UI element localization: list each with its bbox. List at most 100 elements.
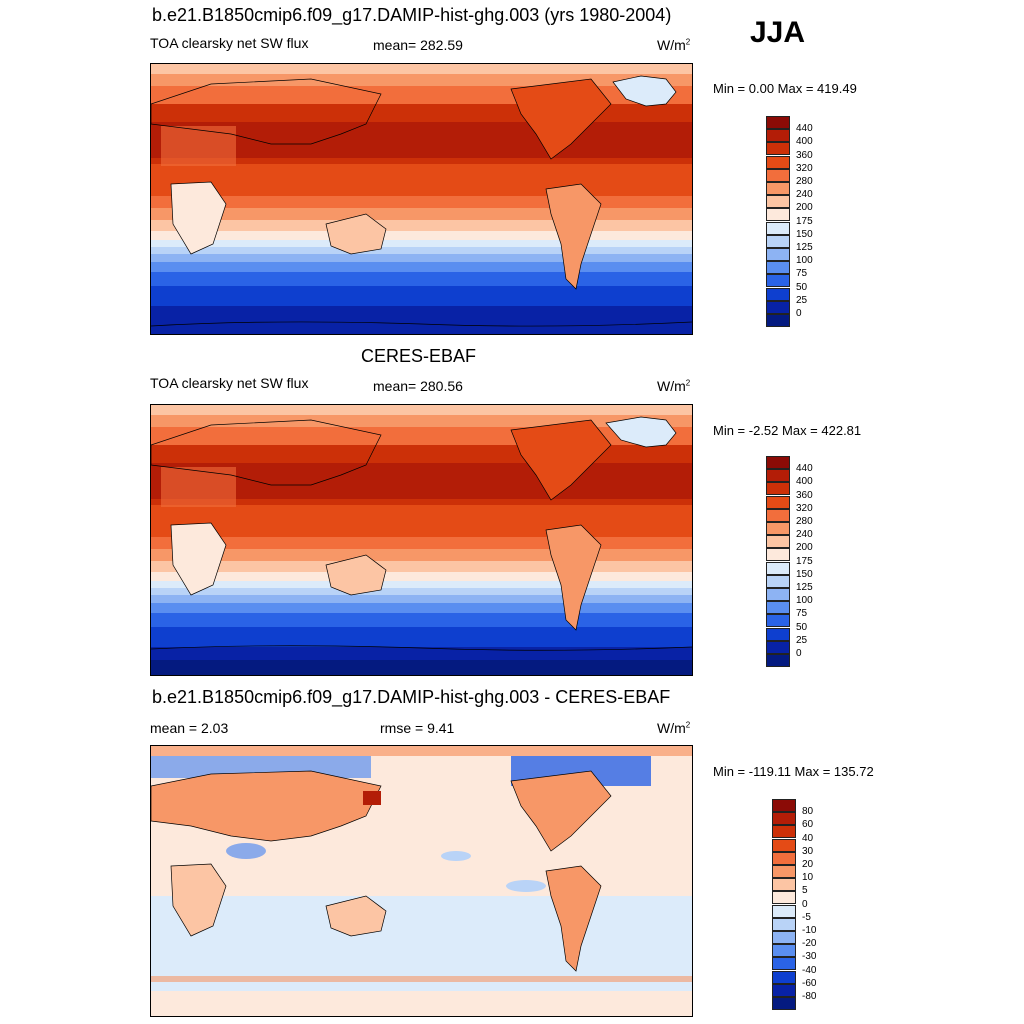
colorbar-label: -10 xyxy=(802,925,817,936)
colorbar-swatch xyxy=(766,182,790,195)
colorbar-label: 10 xyxy=(802,872,814,884)
colorbar-label: 200 xyxy=(796,542,813,554)
colorbar-swatch xyxy=(766,508,790,522)
colorbar-label: 320 xyxy=(796,502,813,514)
panel-1-mean: mean= 282.59 xyxy=(373,37,463,53)
colorbar-label: 60 xyxy=(802,819,814,831)
colorbar-swatch xyxy=(772,825,796,839)
colorbar-label: 175 xyxy=(796,215,813,227)
colorbar-label: -40 xyxy=(802,964,817,976)
colorbar-swatch xyxy=(772,970,796,984)
colorbar-swatch xyxy=(772,931,796,944)
panel-3-title: b.e21.B1850cmip6.f09_g17.DAMIP-hist-ghg.… xyxy=(152,687,671,707)
colorbar-swatch xyxy=(766,627,790,641)
colorbar-label: 0 xyxy=(802,898,808,910)
colorbar-swatch xyxy=(766,287,790,301)
panel-2-title: CERES-EBAF xyxy=(361,346,477,366)
colorbar-label: 75 xyxy=(796,608,808,620)
colorbar-label: 200 xyxy=(796,202,813,214)
colorbar-swatch xyxy=(766,614,790,628)
colorbar-label: 25 xyxy=(796,634,808,646)
panel-1-range: Min = 0.00 Max = 419.49 xyxy=(713,81,857,96)
colorbar-swatch xyxy=(766,234,790,248)
colorbar-swatch xyxy=(766,522,790,535)
map-svg-3 xyxy=(151,746,692,1016)
colorbar-swatch xyxy=(772,904,796,918)
panel-3-mean: mean = 2.03 xyxy=(150,720,229,736)
colorbar-label: 360 xyxy=(796,149,813,161)
map-svg-1 xyxy=(151,64,692,334)
colorbar-label: 125 xyxy=(796,582,813,593)
colorbar-swatch xyxy=(772,838,796,852)
colorbar-swatch xyxy=(766,248,790,261)
colorbar-swatch xyxy=(766,640,790,654)
colorbar-label: 5 xyxy=(802,885,808,897)
colorbar-label: -5 xyxy=(802,911,811,923)
colorbar-swatch xyxy=(766,208,790,222)
colorbar-swatch xyxy=(772,944,796,958)
colorbar-swatch xyxy=(772,997,796,1010)
colorbar-swatch xyxy=(766,195,790,209)
panel-2-mean: mean= 280.56 xyxy=(373,378,463,394)
panel-2-range: Min = -2.52 Max = 422.81 xyxy=(713,423,862,438)
colorbar-swatch xyxy=(772,865,796,878)
colorbar-label: 320 xyxy=(796,162,813,174)
colorbar-swatch xyxy=(766,142,790,156)
colorbar-swatch xyxy=(772,957,796,971)
colorbar-label: 40 xyxy=(802,832,814,844)
colorbar-swatch xyxy=(766,574,790,588)
map-svg-2 xyxy=(151,405,692,675)
colorbar-label: -20 xyxy=(802,938,817,950)
colorbar-swatch xyxy=(766,168,790,182)
colorbar-label: 0 xyxy=(796,648,802,659)
season-label: JJA xyxy=(750,16,806,49)
colorbar-swatch xyxy=(766,221,790,235)
panel-2-variable: TOA clearsky net SW flux xyxy=(150,375,309,391)
colorbar-label: 20 xyxy=(802,859,814,870)
colorbar-swatch xyxy=(766,654,790,667)
colorbar-swatch xyxy=(766,535,790,549)
panel-1-variable: TOA clearsky net SW flux xyxy=(150,35,309,51)
colorbar-swatch xyxy=(766,561,790,575)
colorbar-swatch xyxy=(772,799,796,812)
colorbar-label: 125 xyxy=(796,242,813,253)
colorbar-label: 50 xyxy=(796,281,808,293)
colorbar-label: -60 xyxy=(802,977,817,989)
map-panel-3 xyxy=(150,745,693,1017)
colorbar-swatch xyxy=(766,261,790,275)
panel-3-range: Min = -119.11 Max = 135.72 xyxy=(713,764,874,779)
colorbar-label: 440 xyxy=(796,463,813,475)
colorbar-swatch xyxy=(766,482,790,496)
colorbar-label: 440 xyxy=(796,123,813,135)
colorbar-swatch xyxy=(766,300,790,314)
colorbar-label: 75 xyxy=(796,268,808,280)
colorbar-label: 0 xyxy=(796,308,802,319)
colorbar-swatch xyxy=(766,601,790,615)
colorbar-swatch xyxy=(772,917,796,931)
colorbar-label: 25 xyxy=(796,294,808,306)
colorbar-label: 150 xyxy=(796,228,813,240)
panel-3-rmse: rmse = 9.41 xyxy=(380,720,455,736)
colorbar-label: 100 xyxy=(796,595,813,607)
panel-2-units: W/m2 xyxy=(657,378,691,394)
colorbar-label: 400 xyxy=(796,476,813,488)
colorbar-swatch xyxy=(766,116,790,129)
colorbar-label: 400 xyxy=(796,136,813,148)
colorbar-swatch xyxy=(766,495,790,509)
colorbar-swatch xyxy=(772,812,796,826)
colorbar-swatch xyxy=(766,129,790,143)
colorbar-label: -80 xyxy=(802,991,817,1002)
colorbar-label: 150 xyxy=(796,568,813,580)
colorbar-label: 280 xyxy=(796,176,813,187)
panel-1-title: b.e21.B1850cmip6.f09_g17.DAMIP-hist-ghg.… xyxy=(152,5,672,25)
colorbar-swatch xyxy=(766,588,790,601)
colorbar-swatch xyxy=(766,274,790,288)
colorbar-label: 360 xyxy=(796,489,813,501)
map-panel-2 xyxy=(150,404,693,676)
colorbar-swatch xyxy=(772,983,796,997)
colorbar-swatch xyxy=(766,548,790,562)
colorbar-label: 30 xyxy=(802,845,814,857)
colorbar-label: 100 xyxy=(796,255,813,267)
colorbar-swatch xyxy=(766,469,790,483)
colorbar-swatch xyxy=(766,456,790,469)
